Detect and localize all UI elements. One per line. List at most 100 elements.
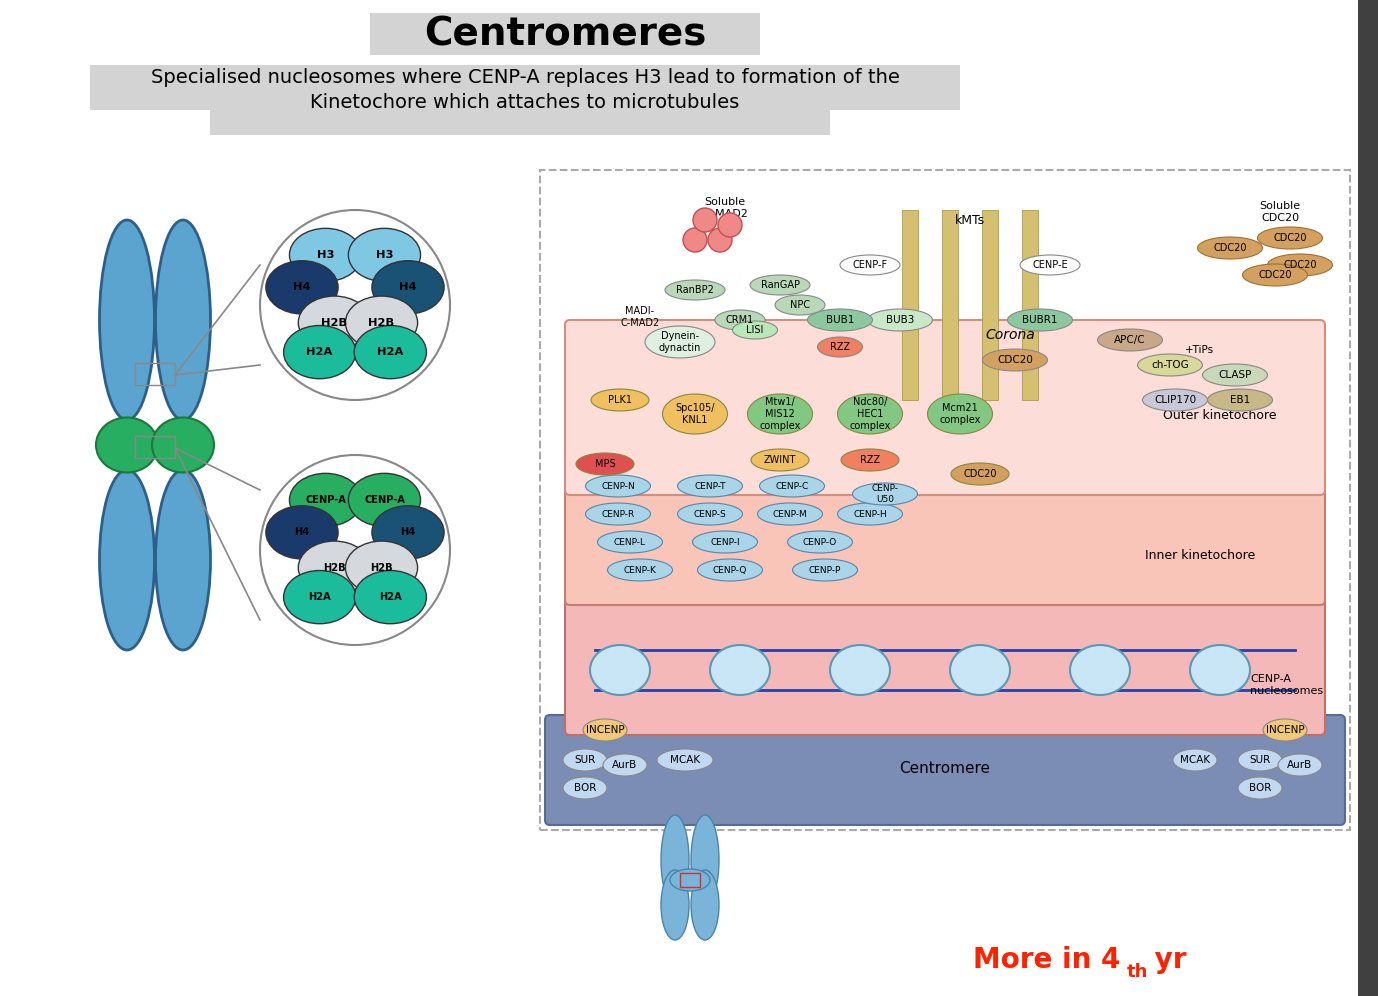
Ellipse shape: [750, 275, 810, 295]
Ellipse shape: [983, 349, 1047, 371]
Text: CDC20: CDC20: [1258, 270, 1291, 280]
Ellipse shape: [1097, 329, 1163, 351]
Text: CENP-Q: CENP-Q: [712, 566, 747, 575]
FancyBboxPatch shape: [371, 13, 761, 55]
Ellipse shape: [841, 449, 898, 471]
Ellipse shape: [759, 475, 824, 497]
Text: H4: H4: [294, 282, 311, 293]
Text: CENP-R: CENP-R: [601, 510, 635, 519]
Text: CENP-
U50: CENP- U50: [871, 484, 898, 504]
Circle shape: [260, 210, 451, 400]
Text: AurB: AurB: [612, 760, 638, 770]
Text: +TiPs: +TiPs: [1185, 345, 1214, 355]
Circle shape: [260, 455, 451, 645]
Text: MCAK: MCAK: [1180, 755, 1210, 765]
Text: H2A: H2A: [378, 348, 404, 358]
Text: Ndc80/
HEC1
complex: Ndc80/ HEC1 complex: [849, 397, 890, 430]
Ellipse shape: [661, 870, 689, 940]
Ellipse shape: [591, 389, 649, 411]
Text: SUR: SUR: [1250, 755, 1271, 765]
Ellipse shape: [1191, 645, 1250, 695]
Text: H3: H3: [317, 250, 335, 260]
Ellipse shape: [152, 417, 214, 472]
Text: CENP-A
nucleosomes: CENP-A nucleosomes: [1250, 674, 1323, 696]
Text: ZWINT: ZWINT: [763, 455, 796, 465]
Ellipse shape: [868, 309, 933, 331]
Ellipse shape: [99, 220, 154, 420]
Text: Centromeres: Centromeres: [424, 15, 706, 53]
Ellipse shape: [289, 228, 361, 282]
Text: CENP-H: CENP-H: [853, 510, 887, 519]
Ellipse shape: [697, 559, 762, 581]
Ellipse shape: [1069, 645, 1130, 695]
Text: th: th: [1127, 963, 1148, 981]
Ellipse shape: [841, 255, 900, 275]
Text: More in 4: More in 4: [973, 946, 1120, 974]
FancyBboxPatch shape: [983, 210, 998, 400]
Text: H3: H3: [376, 250, 393, 260]
Ellipse shape: [710, 645, 770, 695]
Text: CDC20: CDC20: [963, 469, 996, 479]
Ellipse shape: [1020, 255, 1080, 275]
FancyBboxPatch shape: [90, 65, 960, 110]
Text: MCAK: MCAK: [670, 755, 700, 765]
Text: CENP-C: CENP-C: [776, 481, 809, 490]
Circle shape: [708, 228, 732, 252]
Ellipse shape: [346, 296, 418, 350]
Ellipse shape: [298, 296, 371, 350]
Text: Mtw1/
MIS12
complex: Mtw1/ MIS12 complex: [759, 397, 801, 430]
Ellipse shape: [853, 483, 918, 505]
Ellipse shape: [670, 869, 710, 891]
Text: CRM1: CRM1: [726, 315, 754, 325]
FancyBboxPatch shape: [903, 210, 918, 400]
Text: AurB: AurB: [1287, 760, 1313, 770]
Text: RanGAP: RanGAP: [761, 280, 799, 290]
Ellipse shape: [289, 473, 361, 527]
Text: NPC: NPC: [790, 300, 810, 310]
Ellipse shape: [586, 503, 650, 525]
Text: BOR: BOR: [1248, 783, 1271, 793]
Ellipse shape: [1243, 264, 1308, 286]
FancyBboxPatch shape: [943, 210, 958, 400]
Ellipse shape: [1142, 389, 1207, 411]
FancyBboxPatch shape: [565, 320, 1326, 495]
Text: BUB1: BUB1: [825, 315, 854, 325]
Text: CENP-L: CENP-L: [615, 538, 646, 547]
Ellipse shape: [583, 719, 627, 741]
Text: Mcm21
complex: Mcm21 complex: [940, 403, 981, 425]
Ellipse shape: [927, 394, 992, 434]
Ellipse shape: [1264, 719, 1306, 741]
Ellipse shape: [678, 475, 743, 497]
Ellipse shape: [349, 228, 420, 282]
Text: CENP-O: CENP-O: [803, 538, 836, 547]
Text: RZZ: RZZ: [830, 342, 850, 352]
Ellipse shape: [564, 749, 606, 771]
Ellipse shape: [354, 571, 426, 623]
Text: BUBR1: BUBR1: [1022, 315, 1058, 325]
Ellipse shape: [838, 503, 903, 525]
Text: H2A: H2A: [309, 592, 331, 603]
Ellipse shape: [830, 645, 890, 695]
Ellipse shape: [1207, 389, 1272, 411]
Ellipse shape: [678, 503, 743, 525]
Circle shape: [683, 228, 707, 252]
Text: Soluble
O-MAD2: Soluble O-MAD2: [701, 197, 748, 219]
Text: CENP-K: CENP-K: [624, 566, 656, 575]
Text: H2B: H2B: [322, 563, 346, 573]
Ellipse shape: [99, 470, 154, 650]
Text: CENP-S: CENP-S: [693, 510, 726, 519]
Text: H2A: H2A: [306, 348, 333, 358]
Ellipse shape: [661, 815, 689, 905]
Text: Specialised nucleosomes where CENP-A replaces H3 lead to formation of the: Specialised nucleosomes where CENP-A rep…: [150, 68, 900, 87]
Text: BUB3: BUB3: [886, 315, 914, 325]
Ellipse shape: [1203, 364, 1268, 386]
Text: H2B: H2B: [371, 563, 393, 573]
Ellipse shape: [787, 531, 853, 553]
FancyBboxPatch shape: [1357, 0, 1378, 996]
Text: APC/C: APC/C: [1115, 335, 1146, 345]
Text: CENP-M: CENP-M: [773, 510, 808, 519]
Text: CENP-E: CENP-E: [1032, 260, 1068, 270]
Ellipse shape: [586, 475, 650, 497]
Text: Outer kinetochore: Outer kinetochore: [1163, 408, 1277, 421]
Ellipse shape: [645, 326, 715, 358]
